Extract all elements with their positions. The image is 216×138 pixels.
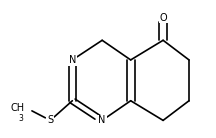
Text: 3: 3 bbox=[18, 114, 23, 123]
Text: S: S bbox=[47, 115, 53, 125]
Text: CH: CH bbox=[10, 103, 24, 113]
Text: N: N bbox=[98, 115, 106, 125]
Text: O: O bbox=[159, 13, 167, 23]
Text: N: N bbox=[69, 55, 76, 65]
